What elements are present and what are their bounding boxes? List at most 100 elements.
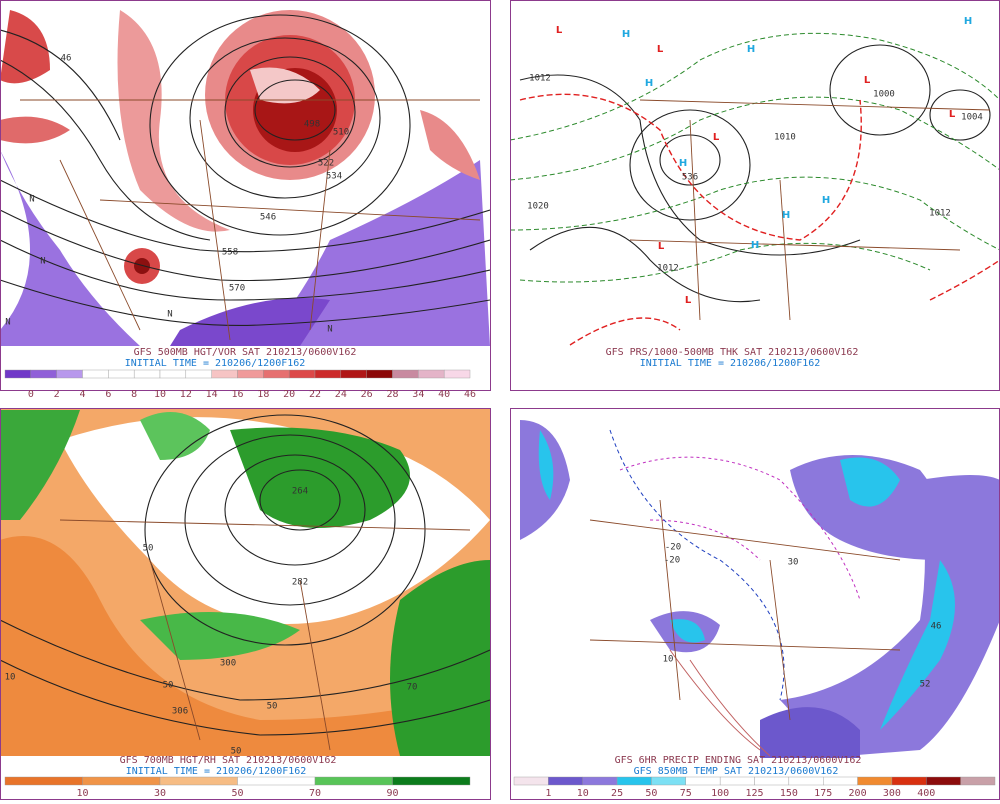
colorbar-label: 90 bbox=[386, 788, 398, 799]
contour-label: -20 bbox=[664, 556, 680, 566]
colorbar-label: 1 bbox=[545, 788, 551, 799]
colorbar-swatch bbox=[30, 369, 57, 379]
colorbar-label: 18 bbox=[257, 389, 269, 400]
high-center: H bbox=[964, 16, 972, 27]
colorbar-swatch bbox=[237, 369, 264, 379]
contour-label: N bbox=[29, 195, 34, 205]
colorbar-label: 150 bbox=[780, 788, 798, 799]
colorbar-swatch bbox=[616, 776, 652, 786]
humidity-map bbox=[1, 409, 490, 756]
colorbar-swatch bbox=[926, 776, 961, 786]
contour-label: 570 bbox=[229, 284, 245, 294]
contour-label: 10 bbox=[663, 655, 674, 665]
contour-label: N bbox=[167, 310, 172, 320]
colorbar-swatch bbox=[513, 776, 549, 786]
colorbar-label: 16 bbox=[231, 389, 243, 400]
colorbar-label: 10 bbox=[577, 788, 589, 799]
colorbar-swatch bbox=[857, 776, 893, 786]
colorbar-label: 2 bbox=[54, 389, 60, 400]
colorbar-swatch bbox=[392, 369, 419, 379]
colorbar-swatch bbox=[314, 369, 342, 379]
panel-frame bbox=[510, 0, 1000, 391]
colorbar-label: 30 bbox=[154, 788, 166, 799]
vorticity-map bbox=[1, 10, 490, 346]
colorbar-label: 0 bbox=[28, 389, 34, 400]
contour-label: 50 bbox=[163, 681, 174, 691]
low-center: L bbox=[556, 25, 563, 36]
contour-label: 1012 bbox=[929, 209, 951, 219]
colorbar-label: 6 bbox=[105, 389, 111, 400]
colorbar-label: 400 bbox=[917, 788, 935, 799]
contour-label: 546 bbox=[260, 213, 276, 223]
colorbar-swatch bbox=[891, 776, 927, 786]
colorbar-swatch bbox=[443, 369, 471, 379]
contour-label: 1000 bbox=[873, 90, 895, 100]
low-center: L bbox=[658, 241, 665, 252]
low-center: L bbox=[713, 132, 720, 143]
colorbar-swatch bbox=[314, 776, 393, 786]
colorbar-label: 22 bbox=[309, 389, 321, 400]
colorbar-label: 50 bbox=[645, 788, 657, 799]
high-center: H bbox=[747, 44, 755, 55]
colorbar-swatch bbox=[211, 369, 238, 379]
colorbar-swatch bbox=[548, 776, 583, 786]
low-center: L bbox=[657, 44, 664, 55]
colorbar-label: 26 bbox=[361, 389, 373, 400]
colorbar-swatch bbox=[108, 369, 135, 379]
colorbar-label: 70 bbox=[309, 788, 321, 799]
colorbar-label: 28 bbox=[386, 389, 398, 400]
colorbar-label: 10 bbox=[154, 389, 166, 400]
colorbar-swatch bbox=[185, 369, 212, 379]
contour-label: 522 bbox=[318, 159, 334, 169]
colorbar-label: 14 bbox=[206, 389, 218, 400]
contour-label: -20 bbox=[665, 543, 681, 553]
colorbar-swatch bbox=[418, 369, 445, 379]
colorbar-label: 46 bbox=[464, 389, 476, 400]
contour-label: 306 bbox=[172, 707, 188, 717]
high-center: H bbox=[822, 195, 830, 206]
colorbar-swatch bbox=[685, 776, 721, 786]
colorbar-swatch bbox=[719, 776, 755, 786]
high-center: H bbox=[622, 29, 630, 40]
colorbar-swatch bbox=[582, 776, 618, 786]
colorbar-swatch bbox=[82, 369, 109, 379]
contour-label: 534 bbox=[326, 172, 342, 182]
contour-label: 1020 bbox=[527, 202, 549, 212]
contour-label: 264 bbox=[292, 487, 308, 497]
contour-label: 70 bbox=[407, 683, 418, 693]
low-center: L bbox=[864, 75, 871, 86]
contour-label: N bbox=[327, 325, 332, 335]
contour-label: N bbox=[5, 318, 10, 328]
caption: INITIAL TIME = 210206/1200F162 bbox=[126, 766, 307, 777]
colorbar-swatch bbox=[392, 776, 471, 786]
contour-label: 558 bbox=[222, 248, 238, 258]
contour-label: 46 bbox=[61, 54, 72, 64]
caption: GFS 700MB HGT/RH SAT 210213/0600V162 bbox=[120, 755, 337, 766]
colorbar-label: 300 bbox=[883, 788, 901, 799]
colorbar-swatch bbox=[754, 776, 790, 786]
contour-label: 50 bbox=[267, 702, 278, 712]
contour-label: 510 bbox=[333, 128, 349, 138]
colorbar-label: 24 bbox=[335, 389, 347, 400]
colorbar-swatch bbox=[82, 776, 161, 786]
pressure-map bbox=[511, 32, 999, 346]
colorbar-swatch bbox=[960, 776, 996, 786]
colorbar-label: 100 bbox=[711, 788, 729, 799]
contour-label: N bbox=[40, 257, 45, 267]
contour-label: 50 bbox=[143, 544, 154, 554]
low-center: L bbox=[949, 109, 956, 120]
colorbar-swatch bbox=[366, 369, 393, 379]
colorbar-swatch bbox=[159, 369, 187, 379]
colorbar-label: 34 bbox=[412, 389, 424, 400]
high-center: H bbox=[645, 78, 653, 89]
caption: INITIAL TIME = 210206/1200F162 bbox=[640, 358, 821, 369]
colorbar-swatch bbox=[159, 776, 238, 786]
colorbar-swatch bbox=[788, 776, 824, 786]
colorbar-swatch bbox=[651, 776, 686, 786]
colorbar-swatch bbox=[4, 369, 32, 379]
high-center: H bbox=[751, 240, 759, 251]
caption: GFS 850MB TEMP SAT 210213/0600V162 bbox=[634, 766, 839, 777]
colorbar-swatch bbox=[4, 776, 83, 786]
caption: GFS PRS/1000-500MB THK SAT 210213/0600V1… bbox=[606, 347, 859, 358]
colorbar-label: 8 bbox=[131, 389, 137, 400]
